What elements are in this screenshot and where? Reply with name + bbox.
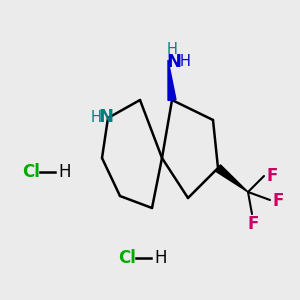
Text: F: F (247, 215, 259, 233)
Text: H: H (167, 41, 177, 56)
Text: H: H (154, 249, 167, 267)
Text: H: H (91, 110, 101, 124)
Text: N: N (98, 108, 113, 126)
Text: Cl: Cl (118, 249, 136, 267)
Text: N: N (167, 53, 182, 71)
Polygon shape (215, 165, 248, 192)
Polygon shape (168, 60, 176, 100)
Text: H: H (58, 163, 70, 181)
Text: Cl: Cl (22, 163, 40, 181)
Text: F: F (272, 192, 284, 210)
Text: F: F (266, 167, 278, 185)
Text: H: H (180, 55, 190, 70)
